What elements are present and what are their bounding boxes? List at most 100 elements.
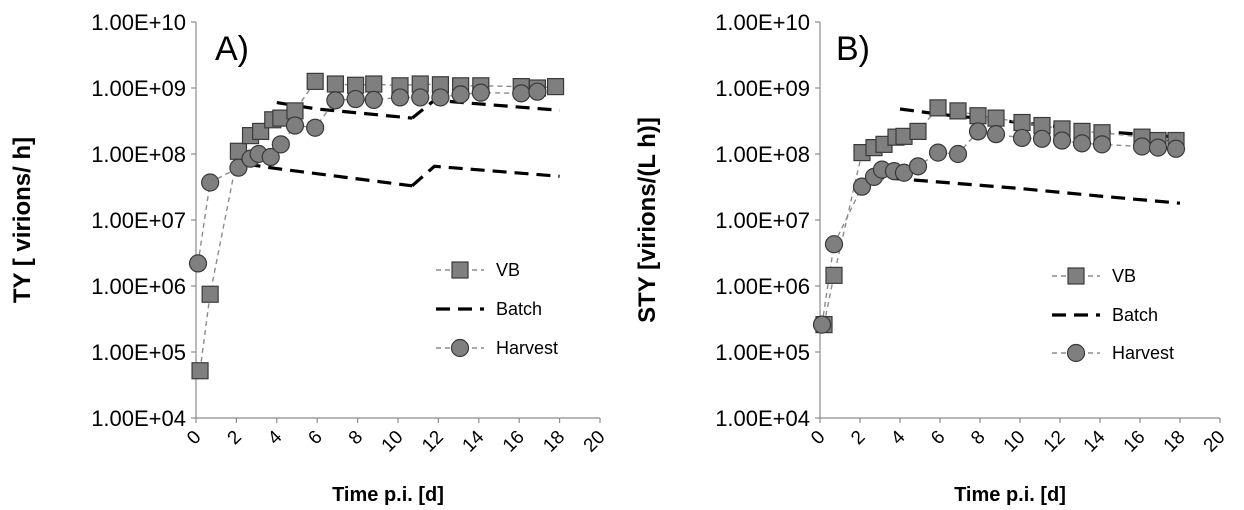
y-tick-label: 1.00E+08 <box>715 142 810 167</box>
x-tick-label: 16 <box>1120 427 1150 457</box>
harvest-point <box>285 116 305 135</box>
harvest-point <box>1092 135 1112 154</box>
harvest-point <box>1032 129 1052 148</box>
harvest-point <box>1132 137 1152 156</box>
x-tick-label: 10 <box>378 427 408 457</box>
y-tick-label: 1.00E+05 <box>715 340 810 365</box>
harvest-point <box>261 147 280 167</box>
vb-point <box>909 122 927 141</box>
harvest-point <box>471 83 490 102</box>
x-tick-label: 14 <box>459 426 489 456</box>
x-tick-label: 20 <box>1200 427 1230 457</box>
y-tick-label: 1.00E+10 <box>91 10 186 35</box>
legend-label: Batch <box>1112 305 1158 325</box>
y-axis-title: TY [ virions/ h] <box>9 137 36 303</box>
y-tick-label: 1.00E+10 <box>715 10 810 35</box>
harvest-connector-line <box>197 91 538 264</box>
harvest-point <box>390 88 410 107</box>
legend: VB Batch Harvest <box>436 260 558 358</box>
legend-label: Harvest <box>496 338 558 358</box>
vb-point <box>929 99 947 117</box>
vb-point <box>306 72 324 90</box>
x-tick-label: 4 <box>264 426 287 449</box>
x-axis-title: Time p.i. [d] <box>332 484 444 506</box>
vb-point <box>191 362 209 380</box>
x-tick-label: 6 <box>927 427 949 449</box>
legend: VB Batch Harvest <box>1052 266 1174 363</box>
harvest-point <box>1148 138 1168 157</box>
vb-point <box>365 75 383 93</box>
legend-label: Harvest <box>1112 343 1174 363</box>
harvest-point <box>201 173 220 192</box>
legend-label: VB <box>1112 266 1136 286</box>
x-tick-label: 12 <box>1040 427 1070 457</box>
x-tick-label: 2 <box>847 427 869 449</box>
harvest-point <box>812 315 832 334</box>
x-tick-label: 0 <box>183 427 205 449</box>
vb-point <box>326 75 344 93</box>
x-tick-label: 20 <box>580 427 610 457</box>
harvest-point <box>346 89 365 109</box>
harvest-point <box>908 157 928 176</box>
harvest-point <box>968 122 988 141</box>
x-tick-label: 6 <box>304 427 326 449</box>
harvest-connector-line <box>821 130 1177 325</box>
harvest-point <box>1012 128 1032 148</box>
harvest-point <box>986 125 1006 144</box>
vb-point <box>987 109 1005 127</box>
x-tick-label: 18 <box>1160 427 1190 457</box>
vb-point <box>949 102 967 120</box>
batch-line <box>246 162 413 188</box>
x-tick-label: 0 <box>807 427 829 449</box>
legend-label: Batch <box>496 299 542 319</box>
harvest-point <box>1072 134 1092 153</box>
harvest-point <box>928 143 948 162</box>
harvest-point <box>451 85 470 104</box>
batch-line <box>411 164 560 188</box>
harvest-point <box>188 254 208 273</box>
y-tick-label: 1.00E+07 <box>91 208 186 233</box>
harvest-point <box>411 88 430 107</box>
chart-panel-b: 1.00E+04 1.00E+05 1.00E+06 1.00E+07 1.00E+08… <box>634 10 1230 506</box>
y-tick-label: 1.00E+06 <box>715 274 810 299</box>
y-tick-label: 1.00E+05 <box>91 340 186 365</box>
chart-panel-a: 1.00E+04 1.00E+05 1.00E+06 1.00E+07 1.00E+08… <box>9 10 610 506</box>
harvest-point <box>528 82 547 101</box>
harvest-point <box>824 235 844 254</box>
harvest-point <box>512 84 531 103</box>
x-tick-label: 16 <box>499 427 529 457</box>
x-tick-label: 10 <box>1000 427 1030 457</box>
vb-point <box>825 266 843 284</box>
y-tick-label: 1.00E+09 <box>91 76 186 101</box>
y-tick-label: 1.00E+08 <box>91 142 186 167</box>
legend-label: VB <box>496 260 520 280</box>
y-axis-title: STY [virions/(L h)] <box>634 117 661 323</box>
y-tick-label: 1.00E+06 <box>91 274 186 299</box>
harvest-point <box>271 135 290 154</box>
legend-square-marker <box>1067 267 1085 285</box>
x-tick-label: 12 <box>418 427 448 457</box>
legend-circle-marker <box>450 338 470 358</box>
y-tick-label: 1.00E+04 <box>91 406 186 431</box>
x-tick-label: 18 <box>539 427 569 457</box>
harvest-point <box>326 91 345 110</box>
vb-point <box>201 285 219 303</box>
y-tick-label: 1.00E+07 <box>715 208 810 233</box>
panel-label: A) <box>215 30 249 68</box>
legend-circle-marker <box>1066 343 1086 363</box>
vb-point <box>546 78 565 96</box>
harvest-point <box>948 144 968 164</box>
harvest-point <box>852 177 872 196</box>
vb-point <box>1013 113 1031 132</box>
batch-line <box>869 175 1181 205</box>
harvest-point <box>306 118 325 137</box>
x-tick-label: 2 <box>224 427 246 449</box>
y-tick-label: 1.00E+04 <box>715 406 810 431</box>
x-tick-label: 4 <box>887 426 910 449</box>
harvest-point <box>1166 139 1186 158</box>
harvest-point <box>364 90 383 110</box>
x-axis-title: Time p.i. [d] <box>954 484 1066 506</box>
harvest-point <box>431 88 450 107</box>
